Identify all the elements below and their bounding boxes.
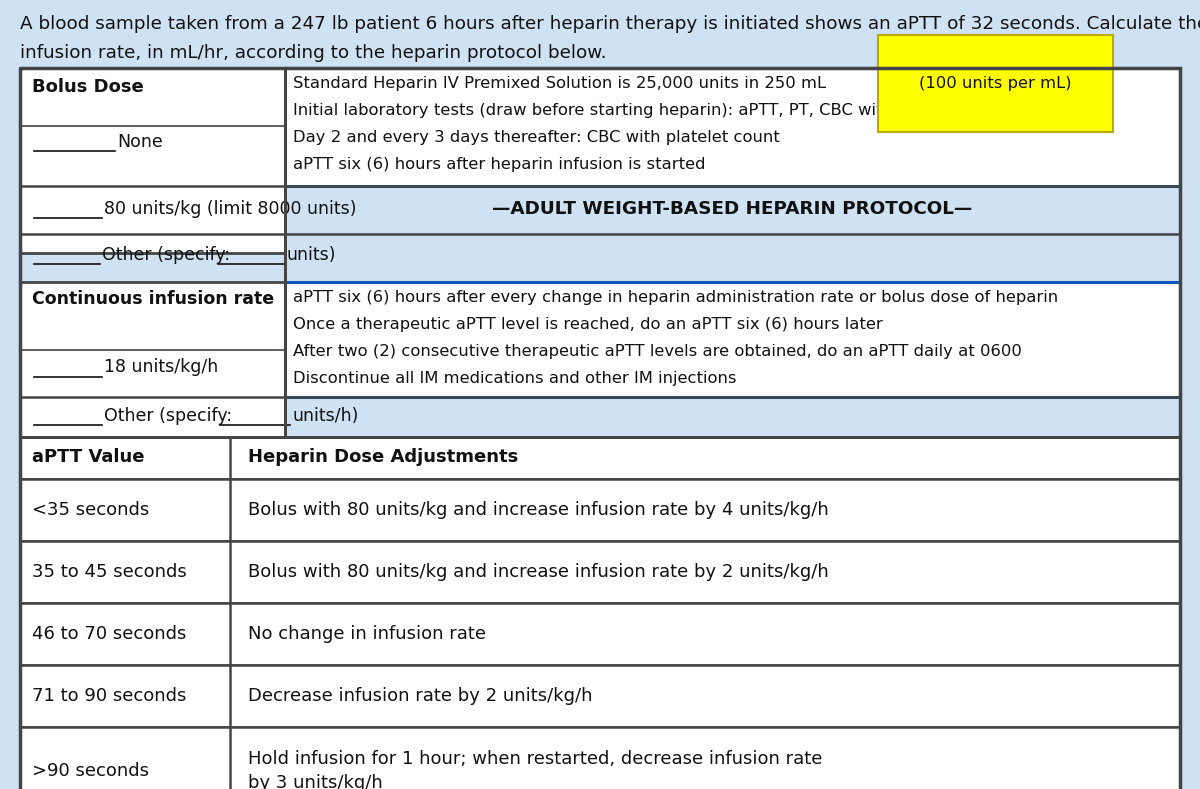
Bar [286,68,1180,186]
Text: Standard Heparin IV Premixed Solution is 25,000 units in 250 mL: Standard Heparin IV Premixed Solution is… [293,76,832,91]
Text: 18 units/kg/h: 18 units/kg/h [104,358,218,376]
Text: units): units) [287,246,336,264]
Text: >90 seconds: >90 seconds [32,762,149,780]
Bar [20,665,1180,727]
Bar [20,479,1180,541]
Bar [286,68,1180,437]
Bar [20,68,286,437]
Text: aPTT Value: aPTT Value [32,448,144,466]
Bar [20,68,286,253]
Text: 35 to 45 seconds: 35 to 45 seconds [32,563,187,581]
Text: aPTT six (6) hours after heparin infusion is started: aPTT six (6) hours after heparin infusio… [293,157,706,172]
Text: <35 seconds: <35 seconds [32,501,149,519]
Text: After two (2) consecutive therapeutic aPTT levels are obtained, do an aPTT daily: After two (2) consecutive therapeutic aP… [293,344,1022,359]
Text: Hold infusion for 1 hour; when restarted, decrease infusion rate
by 3 units/kg/h: Hold infusion for 1 hour; when restarted… [248,750,822,789]
Text: Day 2 and every 3 days thereafter: CBC with platelet count: Day 2 and every 3 days thereafter: CBC w… [293,130,780,145]
Text: (100 units per mL): (100 units per mL) [919,76,1072,91]
Bar [20,282,286,437]
Bar [20,541,1180,603]
Text: Heparin Dose Adjustments: Heparin Dose Adjustments [248,448,518,466]
Bar [286,282,1180,397]
Text: Bolus Dose: Bolus Dose [32,78,144,96]
Text: Decrease infusion rate by 2 units/kg/h: Decrease infusion rate by 2 units/kg/h [248,687,593,705]
Text: A blood sample taken from a 247 lb patient 6 hours after heparin therapy is init: A blood sample taken from a 247 lb patie… [20,15,1200,62]
Text: 46 to 70 seconds: 46 to 70 seconds [32,625,186,643]
Text: Bolus with 80 units/kg and increase infusion rate by 2 units/kg/h: Bolus with 80 units/kg and increase infu… [248,563,829,581]
Bar [20,727,1180,789]
Text: Other (specify:: Other (specify: [104,407,232,425]
Text: Discontinue all IM medications and other IM injections: Discontinue all IM medications and other… [293,371,737,386]
Text: 80 units/kg (limit 8000 units): 80 units/kg (limit 8000 units) [104,200,356,218]
Text: None: None [118,133,163,151]
Text: Continuous infusion rate: Continuous infusion rate [32,290,274,308]
Text: aPTT six (6) hours after every change in heparin administration rate or bolus do: aPTT six (6) hours after every change in… [293,290,1058,305]
Text: Bolus with 80 units/kg and increase infusion rate by 4 units/kg/h: Bolus with 80 units/kg and increase infu… [248,501,829,519]
Bar [20,603,1180,665]
Text: Other (specify:: Other (specify: [102,246,230,264]
Text: 71 to 90 seconds: 71 to 90 seconds [32,687,186,705]
Text: No change in infusion rate: No change in infusion rate [248,625,486,643]
Text: Initial laboratory tests (draw before starting heparin): aPTT, PT, CBC with plat: Initial laboratory tests (draw before st… [293,103,1012,118]
Bar [20,437,1180,479]
Text: —ADULT WEIGHT-BASED HEPARIN PROTOCOL—: —ADULT WEIGHT-BASED HEPARIN PROTOCOL— [492,200,973,218]
Text: units/h): units/h) [292,407,359,425]
Text: Once a therapeutic aPTT level is reached, do an aPTT six (6) hours later: Once a therapeutic aPTT level is reached… [293,317,883,332]
